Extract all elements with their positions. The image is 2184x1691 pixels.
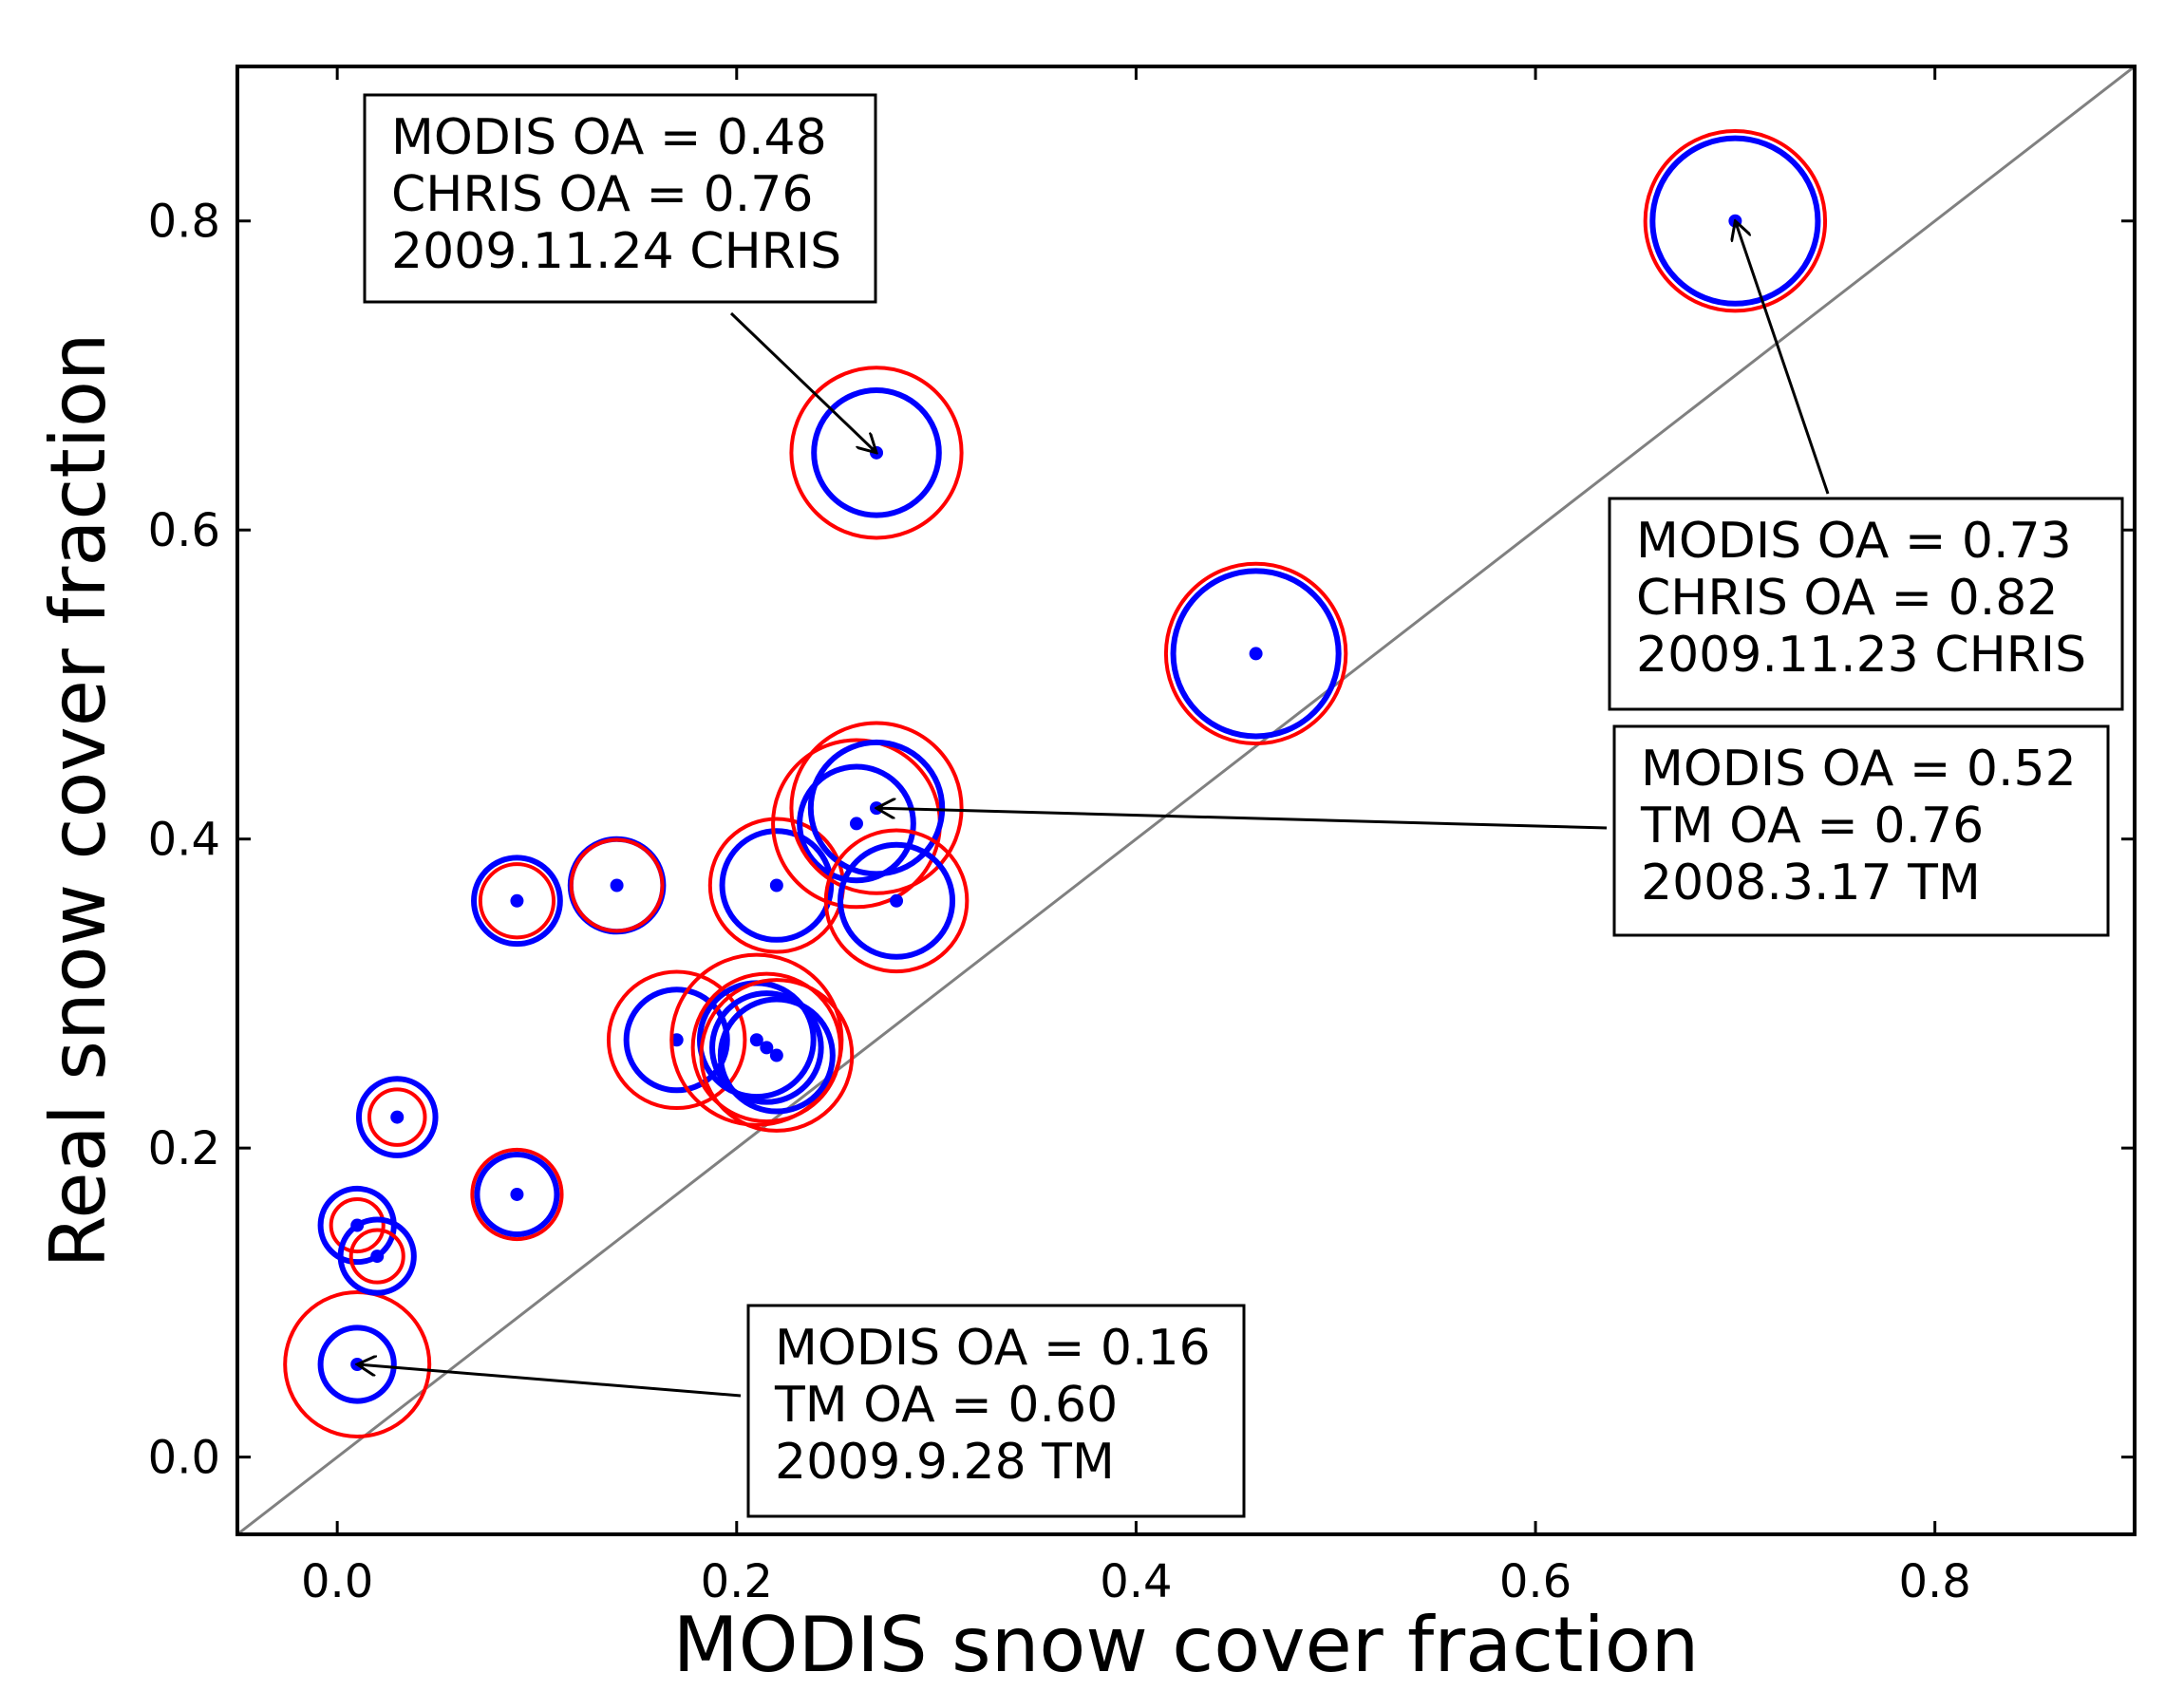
x-tick-label: 0.2	[701, 1555, 773, 1608]
annotation-2009-9-28-box	[746, 1304, 1246, 1518]
annotation-2009-11-24-line-2: 2009.11.24 CHRIS	[391, 223, 841, 280]
annotation-2009-11-24-line-0: MODIS OA = 0.48	[391, 109, 827, 166]
center-dot-9	[760, 1041, 774, 1055]
highres-oa-circle-10	[699, 978, 855, 1133]
modis-oa-circle-12	[797, 763, 916, 884]
annotation-2009-11-23-line-1: CHRIS OA = 0.82	[1636, 570, 2058, 627]
x-axis-title: MODIS snow cover fraction	[673, 1601, 1700, 1686]
highres-oa-circle-16	[1163, 561, 1348, 746]
highres-oa-circle-6	[569, 837, 665, 933]
axes-layer: 0.0 0.2 0.4 0.6 0.8 0.0 0.2 0.4 0.6 0.8	[148, 65, 2137, 1608]
highres-oa-circle-3	[367, 1087, 427, 1147]
modis-oa-circle-13	[807, 739, 946, 877]
data-points-layer	[283, 129, 1828, 1438]
modis-oa-circle-16	[1170, 568, 1342, 740]
y-axis-title: Real snow cover fraction	[34, 332, 122, 1268]
highres-oa-circle-7	[606, 969, 747, 1110]
annotation-2008-3-17-line-0: MODIS OA = 0.52	[1641, 741, 2077, 798]
x-tick-label: 0.4	[1100, 1555, 1172, 1608]
annotation-2008-3-17-line-1: TM OA = 0.76	[1640, 798, 1984, 855]
center-dot-2	[370, 1249, 385, 1264]
annotation-2009-9-28-line-2: 2009.9.28 TM	[775, 1434, 1115, 1491]
annotation-2009-11-24-arrow	[729, 311, 876, 453]
annotation-2009-11-23-arrow	[1735, 221, 1830, 495]
annotation-2009-11-23-box	[1608, 497, 2124, 711]
reference-line-layer	[237, 66, 2135, 1534]
x-tick-label: 0.0	[301, 1555, 373, 1608]
x-tick-label: 0.6	[1499, 1555, 1572, 1608]
modis-oa-circle-9	[709, 990, 824, 1105]
annotation-2009-11-24-box	[363, 93, 877, 304]
y-tick-label: 0.4	[148, 814, 220, 867]
x-tick-label: 0.8	[1899, 1555, 1971, 1608]
y-tick-label: 0.6	[148, 504, 220, 557]
plot-frame	[235, 65, 2137, 1536]
center-dot-6	[610, 878, 624, 892]
highres-oa-circle-14	[823, 828, 970, 974]
center-dot-10	[769, 1048, 783, 1062]
highres-oa-circle-1	[329, 1196, 386, 1254]
highres-oa-circle-2	[348, 1228, 405, 1285]
highres-oa-circle-13	[789, 721, 964, 895]
modis-oa-circle-10	[717, 996, 836, 1115]
modis-oa-circle-14	[838, 841, 956, 960]
annotation-2009-9-28-arrow	[357, 1364, 742, 1398]
modis-oa-circle-3	[355, 1076, 439, 1158]
center-dot-3	[390, 1110, 405, 1124]
annotation-2009-11-23-line-2: 2009.11.23 CHRIS	[1636, 627, 2086, 684]
modis-oa-circle-5	[471, 855, 563, 948]
modis-oa-circle-7	[623, 986, 730, 1094]
annotation-2008-3-17-line-2: 2008.3.17 TM	[1641, 855, 1981, 911]
center-dot-14	[890, 893, 904, 908]
annotation-2008-3-17-arrow	[876, 808, 1608, 830]
annotation-2009-9-28-line-0: MODIS OA = 0.16	[775, 1320, 1211, 1377]
y-tick-label: 0.8	[148, 196, 220, 249]
highres-oa-circle-0	[283, 1289, 432, 1438]
modis-oa-circle-4	[474, 1151, 560, 1237]
highres-oa-circle-9	[690, 971, 843, 1124]
y-tick-label: 0.0	[148, 1432, 220, 1485]
annotation-2009-11-24-line-1: CHRIS OA = 0.76	[391, 166, 813, 223]
modis-oa-circle-0	[317, 1325, 397, 1404]
center-dot-12	[849, 817, 863, 831]
modis-oa-circle-2	[337, 1216, 417, 1296]
modis-oa-circle-17	[1649, 135, 1821, 307]
modis-oa-circle-11	[719, 828, 835, 943]
center-dot-4	[510, 1187, 524, 1201]
highres-oa-circle-17	[1643, 129, 1828, 313]
highres-oa-circle-4	[470, 1147, 564, 1242]
modis-oa-circle-15	[811, 387, 942, 518]
annotation-2009-9-28-line-1: TM OA = 0.60	[774, 1377, 1118, 1434]
center-dot-5	[510, 893, 524, 908]
highres-oa-circle-15	[789, 366, 964, 540]
y-tick-label: 0.2	[148, 1122, 220, 1175]
reference-line	[237, 66, 2135, 1534]
highres-oa-circle-5	[478, 862, 556, 940]
annotation-2009-11-23-line-0: MODIS OA = 0.73	[1636, 513, 2072, 570]
center-dot-16	[1249, 647, 1263, 661]
annotation-2008-3-17-box	[1612, 724, 2110, 937]
center-dot-11	[769, 878, 783, 892]
center-dot-8	[749, 1033, 763, 1047]
